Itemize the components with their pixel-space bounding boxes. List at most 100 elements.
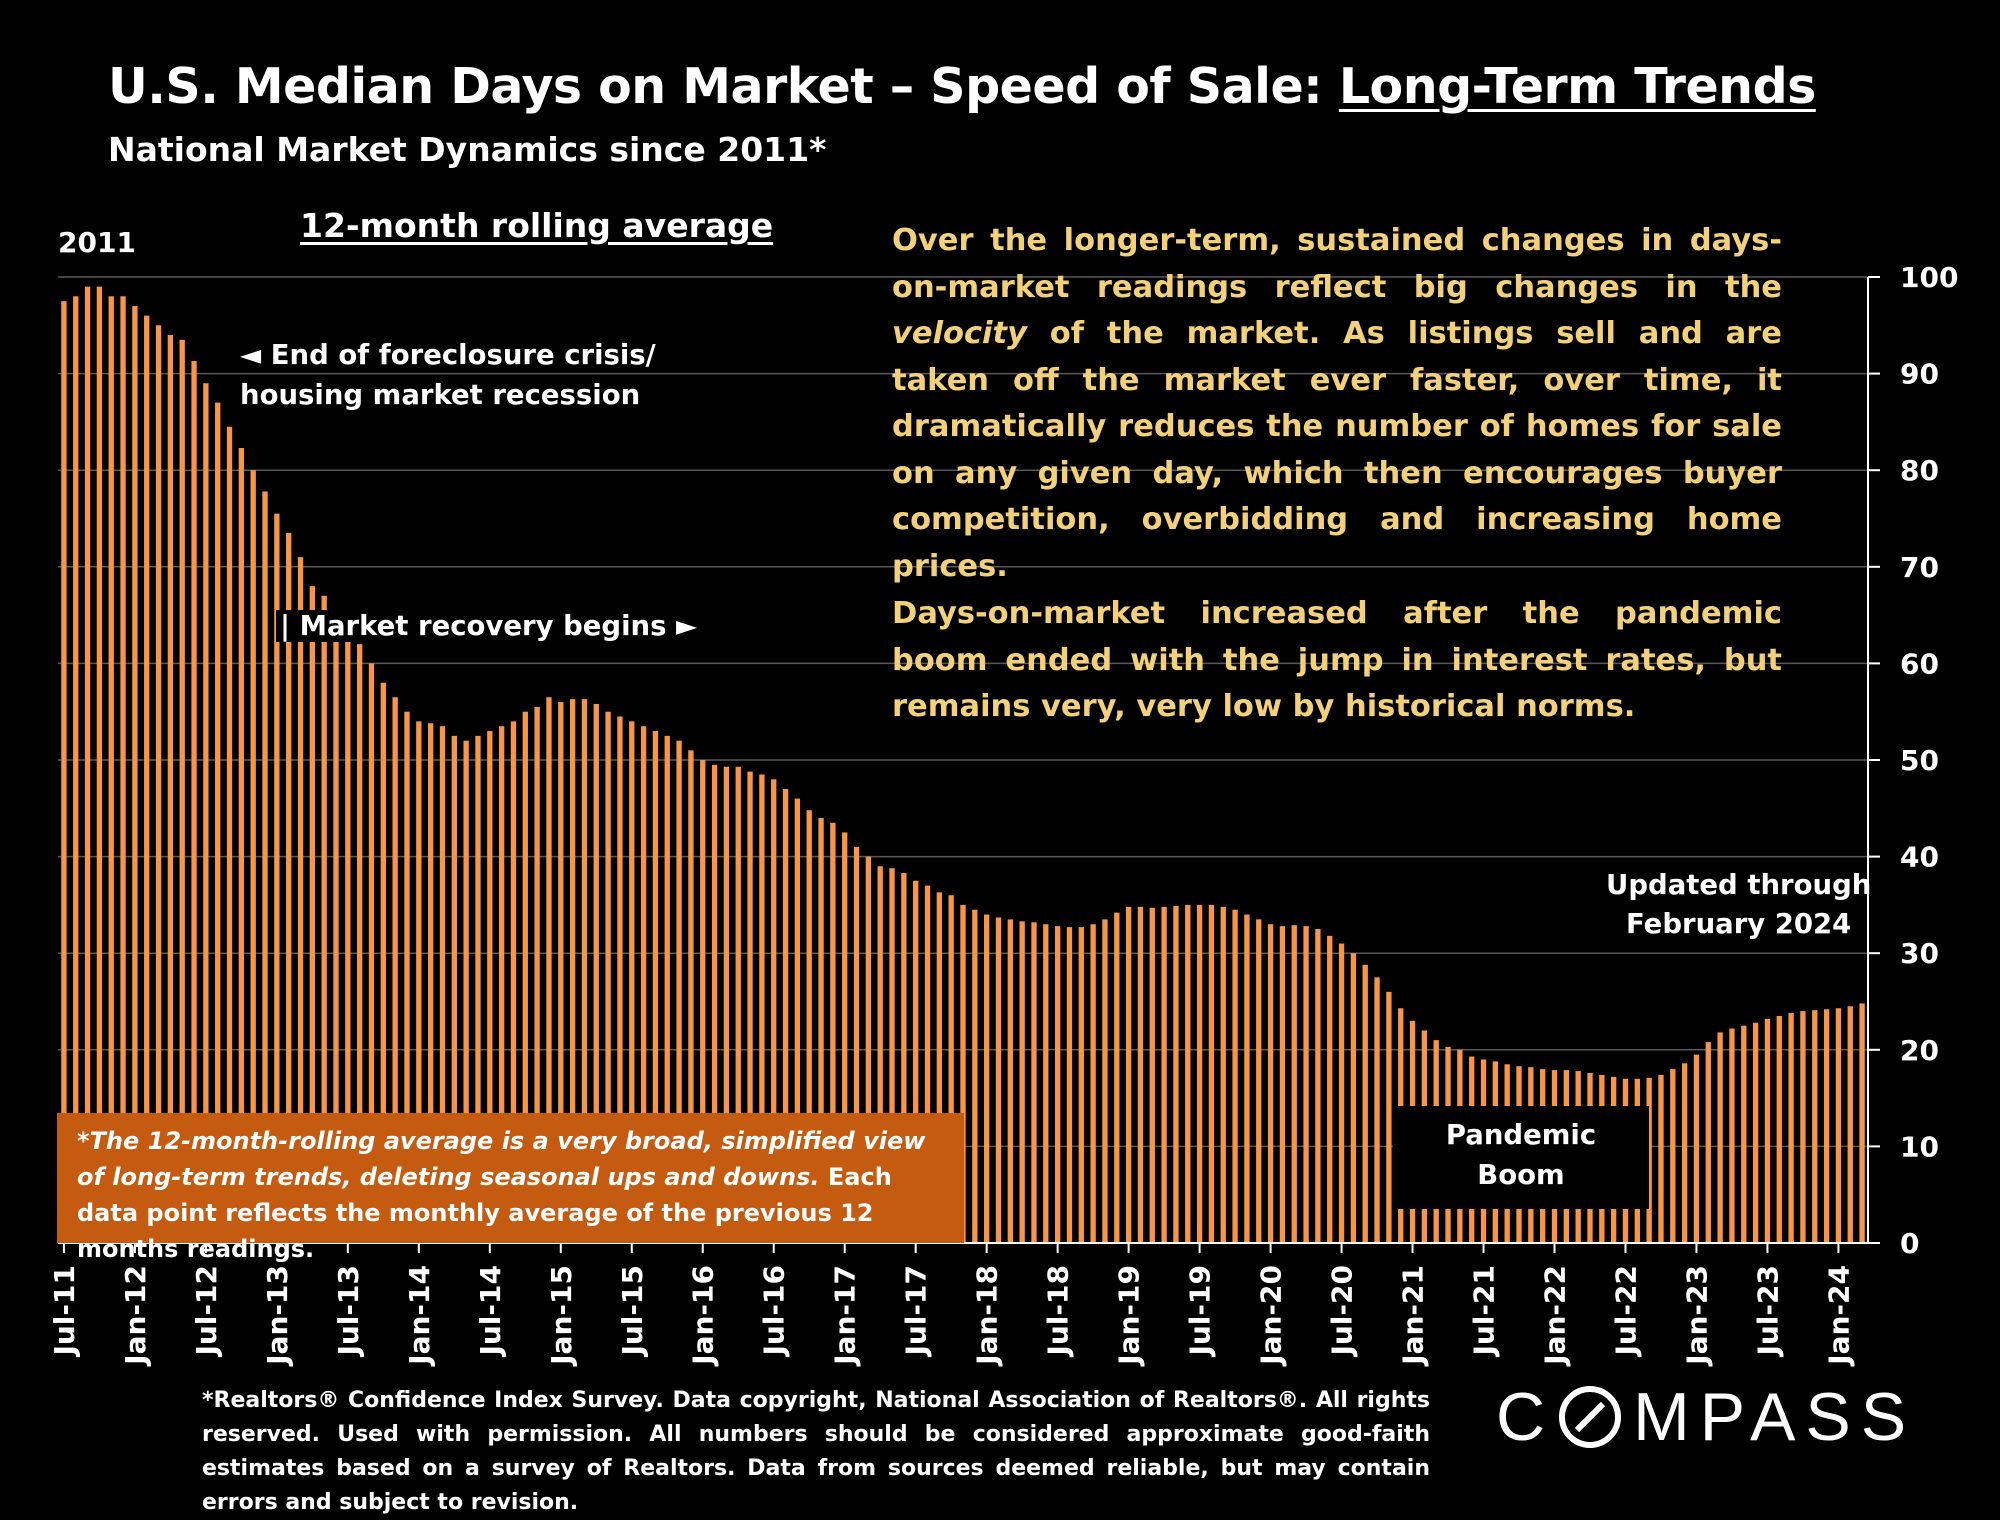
y-axis: 0 10 20 30 40 50 60 70 80 90 100 — [1867, 261, 1958, 1260]
bar — [1232, 909, 1238, 1243]
bar — [1788, 1013, 1794, 1243]
source-footnote: *Realtors® Confidence Index Survey. Data… — [202, 1388, 1430, 1515]
x-tick-label: Jul-14 — [474, 1265, 507, 1358]
logo-letters-mpass: MPASS — [1633, 1379, 1917, 1455]
bar — [901, 873, 907, 1243]
y-tick-label: 10 — [1900, 1130, 1939, 1163]
bar — [593, 703, 599, 1243]
bar — [1693, 1054, 1700, 1243]
x-tick-label: Jan-16 — [687, 1265, 720, 1367]
chart-subtitle: National Market Dynamics since 2011* — [108, 130, 827, 169]
bar — [487, 731, 493, 1243]
x-tick-label: Jan-15 — [545, 1265, 578, 1367]
bar — [1244, 914, 1250, 1243]
bar — [1670, 1069, 1676, 1243]
bar — [368, 663, 375, 1243]
bar — [451, 735, 457, 1243]
bar — [1812, 1010, 1818, 1243]
y-tick-label: 100 — [1900, 261, 1958, 294]
callout-paragraph-2: Days-on-market increased after the pande… — [892, 596, 1782, 724]
x-tick-label: Jan-22 — [1539, 1265, 1572, 1367]
bar — [972, 909, 978, 1243]
title-prefix: U.S. Median Days on Market – Speed of Sa… — [108, 58, 1339, 115]
bar — [640, 726, 647, 1243]
bar — [1835, 1008, 1842, 1243]
bar — [948, 895, 954, 1243]
bar — [475, 735, 481, 1243]
updated-line1: Updated through — [1606, 869, 1872, 901]
bar — [818, 817, 824, 1243]
x-tick-label: Jan-20 — [1255, 1265, 1288, 1367]
bar — [84, 286, 91, 1243]
bar — [711, 764, 718, 1243]
x-tick-label: Jul-18 — [1042, 1265, 1075, 1358]
x-tick-label: Jul-15 — [616, 1265, 649, 1358]
bar — [132, 305, 138, 1244]
bar — [1705, 1042, 1711, 1243]
bar — [688, 750, 694, 1243]
x-tick-label: Jan-13 — [261, 1265, 294, 1367]
y-tick-label: 30 — [1900, 937, 1939, 970]
bar — [1338, 943, 1345, 1243]
bar — [629, 721, 635, 1243]
bar — [179, 339, 185, 1243]
y-tick-label: 80 — [1900, 454, 1939, 487]
bar — [1031, 922, 1037, 1243]
bar — [1173, 905, 1179, 1243]
bar — [510, 721, 517, 1243]
bar — [569, 699, 576, 1243]
bar — [1102, 919, 1108, 1243]
year-label: 2011 — [58, 226, 136, 259]
bar — [936, 892, 942, 1243]
bar — [865, 856, 872, 1243]
bar — [1362, 964, 1368, 1243]
bar — [1161, 906, 1167, 1243]
y-tick-label: 40 — [1900, 841, 1939, 874]
bar — [73, 296, 79, 1243]
bar — [1752, 1022, 1759, 1243]
bar — [806, 810, 812, 1243]
bar — [1208, 904, 1215, 1243]
bar — [1196, 904, 1203, 1243]
bar — [96, 286, 103, 1243]
bar — [1256, 919, 1262, 1243]
bar — [652, 731, 659, 1243]
bar — [664, 735, 670, 1243]
bar — [700, 760, 706, 1243]
bar — [1776, 1015, 1782, 1243]
foreclosure-annotation-line2: housing market recession — [240, 379, 641, 411]
bar — [203, 383, 209, 1243]
bar — [498, 726, 505, 1243]
note-italic: *The 12-month-rolling average is a very … — [77, 1127, 926, 1191]
x-axis: Jul-11 Jan-12 Jul-12 Jan-13 Jul-13 Jan-14 Jul-… — [48, 1242, 1868, 1367]
bar — [1078, 927, 1084, 1243]
bar — [380, 682, 386, 1243]
x-tick-label: Jul-23 — [1751, 1265, 1784, 1358]
bar — [191, 361, 197, 1243]
bar — [1054, 926, 1061, 1243]
bar — [61, 301, 67, 1243]
x-tick-label: Jan-23 — [1680, 1265, 1713, 1367]
rolling-average-label: 12-month rolling average — [300, 206, 774, 245]
callout-paragraph-1: Over the longer-term, sustained changes … — [892, 218, 1782, 590]
bar — [842, 832, 848, 1243]
logo-letter-c: C — [1496, 1379, 1556, 1455]
bar — [144, 315, 150, 1243]
x-tick-label: Jul-12 — [190, 1265, 223, 1358]
x-tick-label: Jan-17 — [829, 1265, 862, 1367]
bar — [321, 595, 327, 1243]
bar — [357, 644, 363, 1243]
compass-logo: C MPASS — [1496, 1378, 1916, 1456]
bar — [1823, 1009, 1830, 1243]
bar — [215, 402, 221, 1244]
bar — [747, 771, 753, 1243]
y-tick-label: 60 — [1900, 647, 1939, 680]
callout-1-text-a: Over the longer-term, sustained changes … — [892, 223, 1782, 305]
bar — [984, 914, 990, 1243]
pandemic-boom-label: Pandemic Boom — [1393, 1106, 1649, 1209]
bar — [155, 325, 162, 1243]
foreclosure-annotation-line1: ◄ End of foreclosure crisis/ — [240, 339, 656, 371]
compass-o-icon — [1559, 1386, 1622, 1448]
bar — [238, 447, 245, 1244]
